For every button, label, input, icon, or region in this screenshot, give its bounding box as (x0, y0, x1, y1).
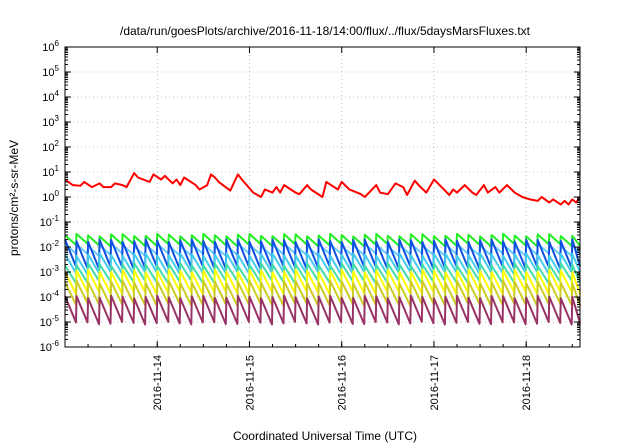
x-tick-label: 2016-11-16 (337, 355, 349, 410)
series-line (64, 268, 581, 295)
y-tick-label: 105 (42, 64, 59, 79)
series-line (64, 252, 581, 276)
series-line (64, 232, 581, 248)
y-tick-label: 10-1 (40, 214, 60, 229)
series-line (64, 262, 581, 285)
series-line (64, 238, 581, 270)
x-tick-label: 2016-11-17 (429, 355, 441, 410)
y-tick-label: 103 (42, 114, 59, 129)
x-tick-label: 2016-11-14 (152, 355, 164, 410)
series-line (64, 294, 581, 326)
plot-area (64, 172, 581, 326)
y-tick-label: 10-4 (40, 289, 60, 304)
y-tick-label: 10-5 (40, 314, 60, 329)
x-tick-label: 2016-11-15 (244, 355, 256, 410)
x-axis-label: Coordinated Universal Time (UTC) (233, 429, 417, 443)
series-line-red (64, 172, 581, 206)
y-tick-label: 100 (42, 189, 59, 204)
axes: 10-6 10-5 10-4 10-3 10-2 10-1 100 101 102 103 104 1… (40, 39, 580, 410)
y-tick-label: 104 (42, 89, 59, 104)
x-tick-label: 2016-11-18 (521, 355, 533, 410)
y-tick-label: 10-2 (40, 239, 60, 254)
y-tick-label: 102 (42, 139, 59, 154)
y-tick-label: 101 (42, 164, 59, 179)
y-tick-label: 10-6 (40, 339, 60, 354)
y-tick-label: 10-3 (40, 264, 60, 279)
y-axis-label: protons/cm²-s-sr-MeV (7, 140, 21, 256)
y-tick-label: 106 (42, 39, 59, 54)
series-line (64, 279, 581, 307)
chart-title: /data/run/goesPlots/archive/2016-11-18/1… (120, 24, 531, 38)
